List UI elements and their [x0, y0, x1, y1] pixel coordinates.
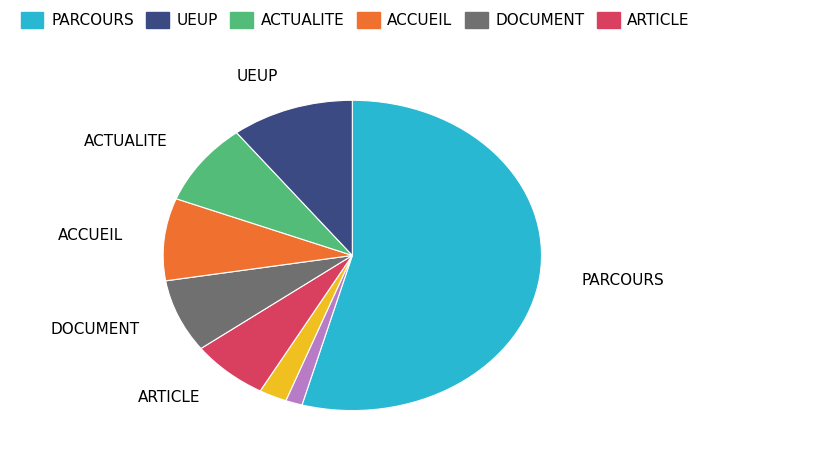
Wedge shape — [176, 133, 352, 255]
Text: ACTUALITE: ACTUALITE — [84, 134, 167, 149]
Wedge shape — [163, 199, 352, 281]
Wedge shape — [236, 100, 352, 255]
Wedge shape — [200, 255, 352, 391]
Text: DOCUMENT: DOCUMENT — [51, 322, 140, 337]
Text: ARTICLE: ARTICLE — [137, 390, 200, 405]
Legend: PARCOURS, UEUP, ACTUALITE, ACCUEIL, DOCUMENT, ARTICLE: PARCOURS, UEUP, ACTUALITE, ACCUEIL, DOCU… — [16, 8, 694, 33]
Text: ACCUEIL: ACCUEIL — [57, 228, 123, 243]
Wedge shape — [260, 255, 352, 401]
Wedge shape — [301, 100, 541, 411]
Wedge shape — [166, 255, 352, 349]
Text: PARCOURS: PARCOURS — [580, 273, 663, 289]
Wedge shape — [286, 255, 352, 405]
Text: UEUP: UEUP — [236, 69, 277, 84]
